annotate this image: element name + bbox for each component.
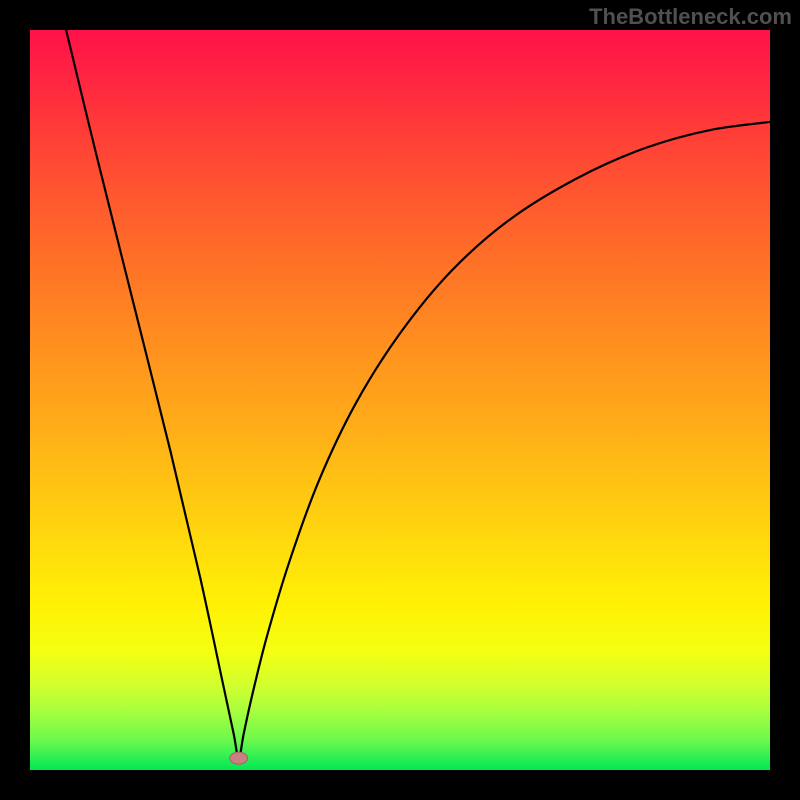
gradient-background — [30, 30, 770, 770]
chart-svg — [30, 30, 770, 770]
minimum-marker — [230, 752, 248, 764]
chart-frame: TheBottleneck.com — [0, 0, 800, 800]
watermark-text: TheBottleneck.com — [589, 4, 792, 30]
plot-area — [30, 30, 770, 770]
